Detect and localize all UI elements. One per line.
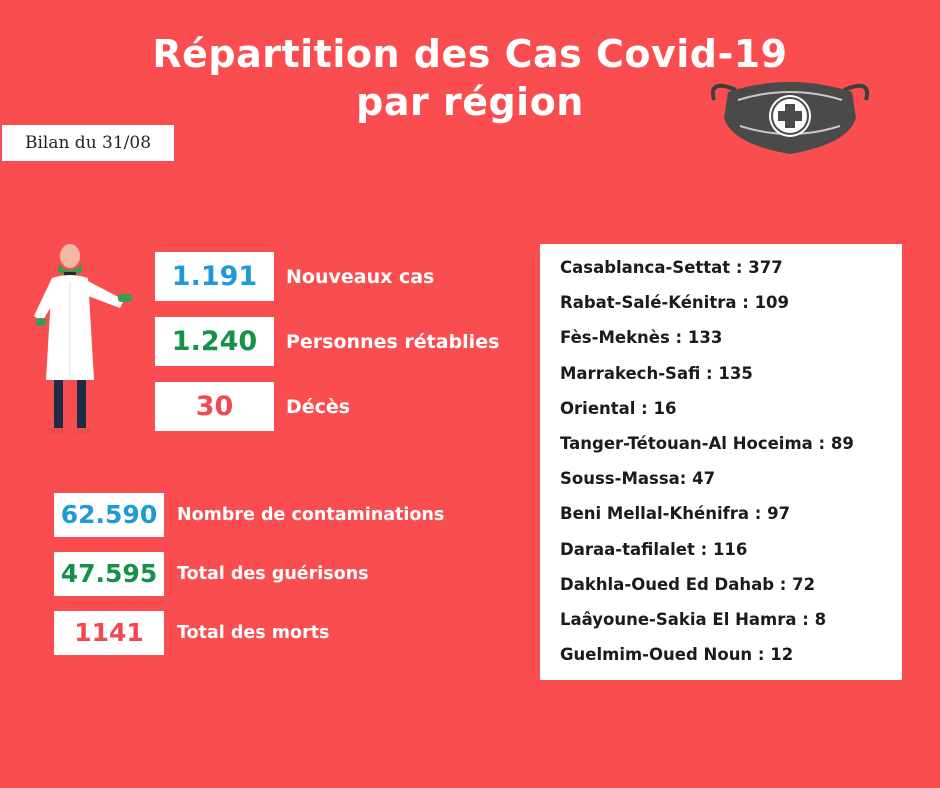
total-deaths-label: Total des morts	[177, 623, 330, 643]
recovered-value: 1.240	[155, 317, 274, 366]
regions-panel: Casablanca-Settat : 377 Rabat-Salé-Kénit…	[540, 244, 902, 680]
total-contaminations-label: Nombre de contaminations	[177, 505, 445, 525]
new-cases-value: 1.191	[155, 252, 274, 301]
title-line-1: Répartition des Cas Covid-19	[152, 32, 788, 76]
total-contaminations-value: 62.590	[54, 493, 164, 537]
region-item: Beni Mellal-Khénifra : 97	[560, 504, 791, 524]
region-item: Guelmim-Oued Noun : 12	[560, 645, 794, 665]
title-line-2: par région	[356, 80, 584, 124]
region-item: Souss-Massa: 47	[560, 469, 716, 489]
region-item: Tanger-Tétouan-Al Hoceima : 89	[560, 433, 854, 453]
total-recoveries-value: 47.595	[54, 552, 164, 596]
face-mask-icon	[711, 82, 869, 154]
region-item: Dakhla-Oued Ed Dahab : 72	[560, 574, 816, 594]
region-item: Laâyoune-Sakia El Hamra : 8	[560, 609, 827, 629]
doctor-illustration	[34, 244, 132, 434]
region-item: Oriental : 16	[560, 398, 677, 418]
region-item: Marrakech-Safi : 135	[560, 363, 753, 383]
total-recoveries-label: Total des guérisons	[177, 564, 369, 584]
region-item: Rabat-Salé-Kénitra : 109	[560, 293, 790, 313]
deaths-value: 30	[155, 382, 274, 431]
bilan-badge: Bilan du 31/08	[2, 125, 174, 161]
page-title: Répartition des Cas Covid-19 par région	[0, 30, 940, 126]
regions-list: Casablanca-Settat : 377 Rabat-Salé-Kénit…	[540, 244, 902, 678]
region-item: Fès-Meknès : 133	[560, 328, 723, 348]
total-deaths-value: 1141	[54, 611, 164, 655]
recovered-label: Personnes rétablies	[286, 331, 500, 353]
new-cases-label: Nouveaux cas	[286, 266, 435, 288]
region-item: Casablanca-Settat : 377	[560, 258, 783, 277]
deaths-label: Décès	[286, 396, 351, 418]
region-item: Daraa-tafilalet : 116	[560, 539, 748, 559]
